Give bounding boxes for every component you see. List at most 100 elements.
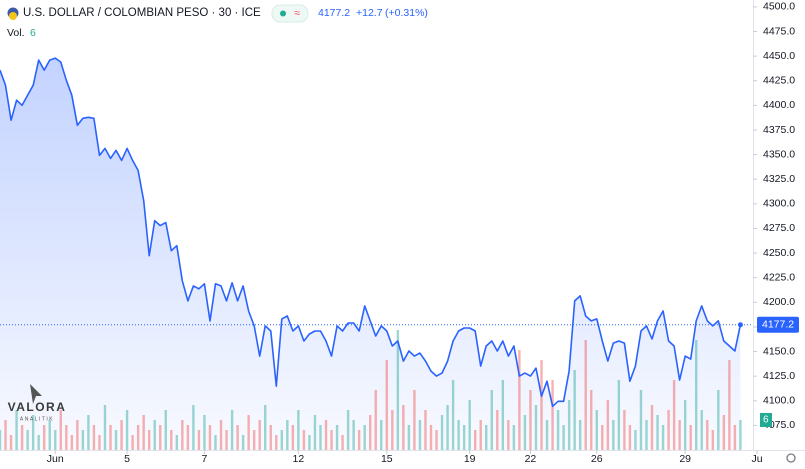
volume-bar	[739, 420, 742, 450]
volume-bar	[567, 400, 571, 450]
watermark-subtext: ANALITIK	[20, 416, 54, 422]
volume-bar	[462, 425, 466, 450]
volume-bar	[297, 410, 300, 450]
volume-bar	[695, 340, 698, 450]
volume-bar	[606, 400, 610, 450]
volume-bar	[562, 425, 565, 450]
volume-bar	[440, 415, 444, 450]
volume-bar	[308, 435, 311, 450]
y-tick-label: 4475.0	[763, 25, 795, 37]
volume-bar	[369, 415, 372, 450]
volume-bar	[54, 430, 57, 450]
y-tick-label: 4425.0	[763, 75, 795, 87]
volume-bar	[661, 425, 665, 450]
last-price-label: 4177.2	[762, 319, 794, 331]
y-tick-label: 4375.0	[763, 124, 795, 136]
volume-bar	[357, 430, 361, 450]
volume-bar	[667, 410, 670, 450]
volume-bar	[507, 420, 510, 450]
volume-bar	[501, 380, 505, 450]
volume-bar	[98, 435, 101, 450]
volume-bar	[275, 435, 278, 450]
y-tick-label: 4150.0	[763, 345, 795, 357]
delay-icon: ≈	[294, 7, 300, 19]
volume-bar	[76, 420, 79, 450]
volume-bar	[402, 405, 405, 450]
volume-bar	[556, 410, 560, 450]
volume-bar	[601, 425, 604, 450]
volume-bar	[490, 390, 493, 450]
volume-bar	[313, 415, 317, 450]
volume-bar	[689, 425, 692, 450]
volume-bar	[578, 420, 582, 450]
market-open-dot	[280, 10, 286, 17]
volume-bar	[391, 410, 394, 450]
x-tick-label: 15	[381, 453, 393, 465]
volume-bar	[529, 390, 532, 450]
volume-bar	[424, 410, 427, 450]
volume-bar	[247, 415, 250, 450]
volume-bar	[125, 410, 129, 450]
volume-bar	[37, 435, 40, 450]
y-tick-label: 4400.0	[763, 99, 795, 111]
volume-bar	[31, 415, 35, 450]
volume-bar	[352, 420, 355, 450]
volume-bar	[280, 430, 284, 450]
volume-bar	[87, 415, 90, 450]
volume-bar	[9, 435, 13, 450]
volume-bar	[584, 340, 587, 450]
volume-bar	[418, 420, 422, 450]
volume-bar	[396, 330, 400, 450]
flag-icon	[9, 12, 17, 20]
price-axis: 4075.04100.04125.04150.04175.04200.04225…	[47, 1, 799, 465]
last-price: 4177.2	[318, 7, 350, 19]
volume-bar	[573, 370, 576, 450]
volume-bar	[153, 420, 156, 450]
y-tick-label: 4125.0	[763, 370, 795, 382]
volume-bar	[728, 360, 731, 450]
volume-bar	[109, 425, 112, 450]
volume-bar	[208, 425, 212, 450]
volume-bar	[407, 425, 411, 450]
y-tick-label: 4250.0	[763, 247, 795, 259]
volume-bar	[645, 420, 648, 450]
volume-bar	[634, 430, 637, 450]
volume-bar	[319, 425, 322, 450]
volume-bar	[92, 425, 96, 450]
volume-bar	[258, 420, 261, 450]
volume-bar	[142, 415, 145, 450]
volume-bar	[700, 410, 703, 450]
volume-bar	[374, 390, 377, 450]
volume-bar	[159, 425, 162, 450]
volume-bar	[269, 425, 272, 450]
volume-bar	[496, 410, 499, 450]
volume-bar	[219, 420, 223, 450]
settings-icon[interactable]	[786, 453, 796, 463]
status-pill[interactable]	[271, 4, 309, 23]
volume-bar	[346, 410, 350, 450]
header: U.S. DOLLAR / COLOMBIAN PESO · 30 · ICE …	[7, 4, 428, 39]
x-tick-label: Jun	[47, 453, 64, 465]
volume-bar	[291, 425, 295, 450]
volume-bar	[479, 420, 482, 450]
change-percent: (+0.31%)	[385, 7, 428, 19]
volume-bar	[236, 425, 239, 450]
volume-bar	[435, 430, 438, 450]
x-tick-label: 5	[124, 453, 130, 465]
volume-value: 6	[30, 27, 36, 39]
volume-bar	[170, 430, 173, 450]
volume-bar	[147, 430, 151, 450]
change: +12.7	[356, 7, 383, 19]
volume-tag	[760, 413, 772, 427]
volume-bar	[711, 430, 714, 450]
volume-bar	[192, 405, 195, 450]
volume-title: Vol.	[7, 27, 25, 39]
volume-bar	[15, 410, 18, 450]
volume-bar	[512, 425, 516, 450]
volume-bar	[595, 410, 598, 450]
volume-bar	[26, 430, 29, 450]
volume-bar	[446, 405, 449, 450]
volume-bar	[451, 380, 455, 450]
volume-bar	[429, 425, 433, 450]
y-tick-label: 4325.0	[763, 173, 795, 185]
